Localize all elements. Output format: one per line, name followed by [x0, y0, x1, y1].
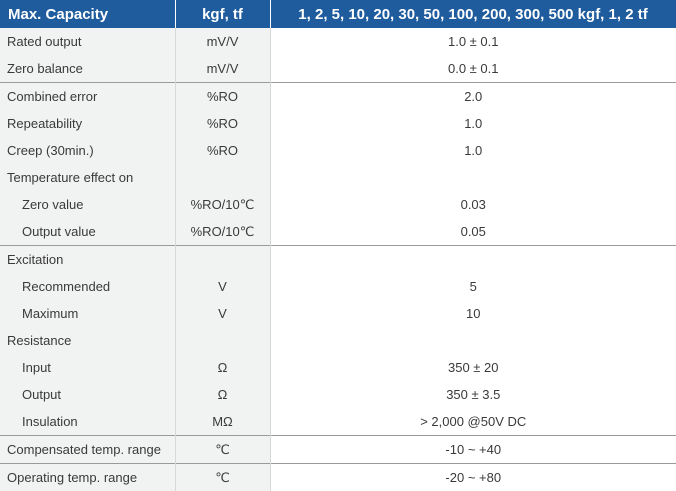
- table-row: Repeatability %RO 1.0: [0, 110, 676, 137]
- unit-cell: %RO: [175, 82, 271, 110]
- value-cell: 0.03: [460, 197, 486, 212]
- value-cell: 10: [466, 306, 481, 321]
- value-cell: [270, 327, 676, 354]
- table-header: Max. Capacity kgf, tf 1, 2, 5, 10, 20, 30,…: [0, 0, 676, 28]
- value-cell: 1.0 ± 0.1: [447, 34, 499, 49]
- unit-cell: Ω: [175, 354, 271, 381]
- table-row: Input Ω 350 ± 20: [0, 354, 676, 381]
- row-label: Compensated temp. range: [0, 435, 176, 464]
- row-label: Temperature effect on: [0, 164, 176, 191]
- value-cell: 0.0 ± 0.1: [447, 61, 499, 76]
- header-row: Max. Capacity kgf, tf 1, 2, 5, 10, 20, 30,…: [0, 0, 676, 28]
- row-label: Input: [0, 354, 176, 381]
- table-row: Operating temp. range ℃ -20 ~ +80: [0, 463, 676, 491]
- table-row: Output value %RO/10℃ 0.05: [0, 218, 676, 246]
- unit-cell: %RO/10℃: [175, 191, 271, 218]
- unit-cell: Ω: [175, 381, 271, 408]
- row-label: Zero value: [0, 191, 176, 218]
- unit-cell: %RO: [175, 137, 271, 164]
- unit-cell: V: [175, 273, 271, 300]
- table-row: Temperature effect on: [0, 164, 676, 191]
- row-label: Insulation: [0, 408, 176, 436]
- value-cell: 1.0: [464, 143, 483, 158]
- row-label: Resistance: [0, 327, 176, 354]
- header-cell: 1, 2, 5, 10, 20, 30, 50, 100, 200, 300, …: [270, 0, 676, 28]
- row-label: Repeatability: [0, 110, 176, 137]
- row-label: Maximum: [0, 300, 176, 327]
- row-label: Rated output: [0, 28, 176, 55]
- value-cell: -10 ~ +40: [270, 435, 676, 464]
- unit-cell: ℃: [175, 463, 271, 491]
- table-body: Rated output mV/V 1.0 ± 0.1 Zero balance mV/…: [0, 28, 676, 491]
- header-cell: Max. Capacity: [0, 0, 176, 28]
- row-label: Zero balance: [0, 55, 176, 83]
- table-row: Recommended V 5: [0, 273, 676, 300]
- table-row: Zero value %RO/10℃ 0.03: [0, 191, 676, 218]
- table-row: Combined error %RO 2.0: [0, 82, 676, 110]
- table-row: Maximum V 10: [0, 300, 676, 327]
- value-cell: [270, 245, 676, 273]
- row-label: Recommended: [0, 273, 176, 300]
- table-row: Insulation MΩ > 2,000 @50V DC: [0, 408, 676, 436]
- value-cell: -20 ~ +80: [270, 463, 676, 491]
- value-cell: 2.0: [270, 82, 676, 110]
- unit-cell: V: [175, 300, 271, 327]
- table-row: Compensated temp. range ℃ -10 ~ +40: [0, 435, 676, 464]
- row-label: Output: [0, 381, 176, 408]
- row-label: Output value: [0, 218, 176, 246]
- header-cell: kgf, tf: [175, 0, 271, 28]
- row-label: Combined error: [0, 82, 176, 110]
- value-cell: 350 ± 20: [447, 360, 499, 375]
- unit-cell: [175, 245, 271, 273]
- table-row: Excitation: [0, 245, 676, 273]
- row-label: Excitation: [0, 245, 176, 273]
- unit-cell: %RO/10℃: [175, 218, 271, 246]
- unit-cell: ℃: [175, 435, 271, 464]
- value-cell: 350 ± 3.5: [446, 387, 501, 402]
- value-cell: [270, 164, 676, 191]
- table-row: Rated output mV/V 1.0 ± 0.1: [0, 28, 676, 55]
- value-cell: 0.05: [460, 224, 486, 239]
- table-row: Zero balance mV/V 0.0 ± 0.1: [0, 55, 676, 83]
- unit-cell: MΩ: [175, 408, 271, 436]
- value-cell: 5: [469, 279, 477, 294]
- unit-cell: %RO: [175, 110, 271, 137]
- row-label: Operating temp. range: [0, 463, 176, 491]
- unit-cell: mV/V: [175, 28, 271, 55]
- unit-cell: [175, 164, 271, 191]
- row-label: Creep (30min.): [0, 137, 176, 164]
- value-cell: 1.0: [464, 116, 483, 131]
- unit-cell: [175, 327, 271, 354]
- unit-cell: mV/V: [175, 55, 271, 83]
- table-row: Output Ω 350 ± 3.5: [0, 381, 676, 408]
- value-cell: > 2,000 @50V DC: [420, 414, 527, 429]
- table-row: Creep (30min.) %RO 1.0: [0, 137, 676, 164]
- table-row: Resistance: [0, 327, 676, 354]
